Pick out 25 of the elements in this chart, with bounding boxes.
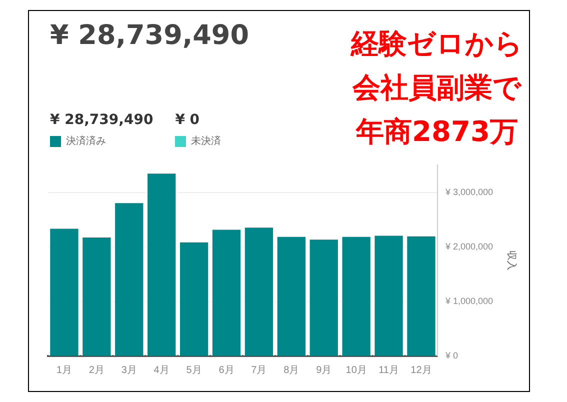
x-tick-label: 7月	[251, 364, 267, 376]
text: 経験ゼロから	[351, 26, 523, 62]
text: ¥ 0	[175, 112, 201, 128]
y-tick-label: ¥ 2,000,000	[444, 241, 493, 252]
text: 年商2873万	[354, 114, 519, 150]
text: ¥ 28,739,490	[50, 112, 154, 128]
x-tick-label: 5月	[186, 364, 202, 376]
x-tick-label: 1月	[56, 364, 72, 376]
legend-label: 決済済み	[65, 134, 107, 148]
x-tick-label: 4月	[154, 364, 170, 376]
y-tick-label: ¥ 1,000,000	[444, 296, 493, 306]
x-tick-label: 12月	[410, 364, 432, 376]
text: 会社員副業で	[351, 70, 522, 106]
x-tick-label: 8月	[284, 364, 300, 376]
y-tick-label: ¥ 0	[444, 350, 458, 360]
y-tick-label: ¥ 3,000,000	[444, 186, 493, 197]
chart-title: ¥ 28,739,490	[50, 20, 249, 51]
x-tick-label: 11月	[378, 364, 399, 376]
x-tick-label: 6月	[218, 364, 234, 376]
x-tick-label: 3月	[121, 364, 137, 376]
x-tick-label: 10月	[346, 364, 367, 376]
legend-label: 未決済	[190, 134, 222, 148]
x-tick-label: 2月	[88, 364, 104, 376]
x-tick-label: 9月	[316, 364, 332, 376]
y-axis-title: 収入	[505, 250, 518, 270]
